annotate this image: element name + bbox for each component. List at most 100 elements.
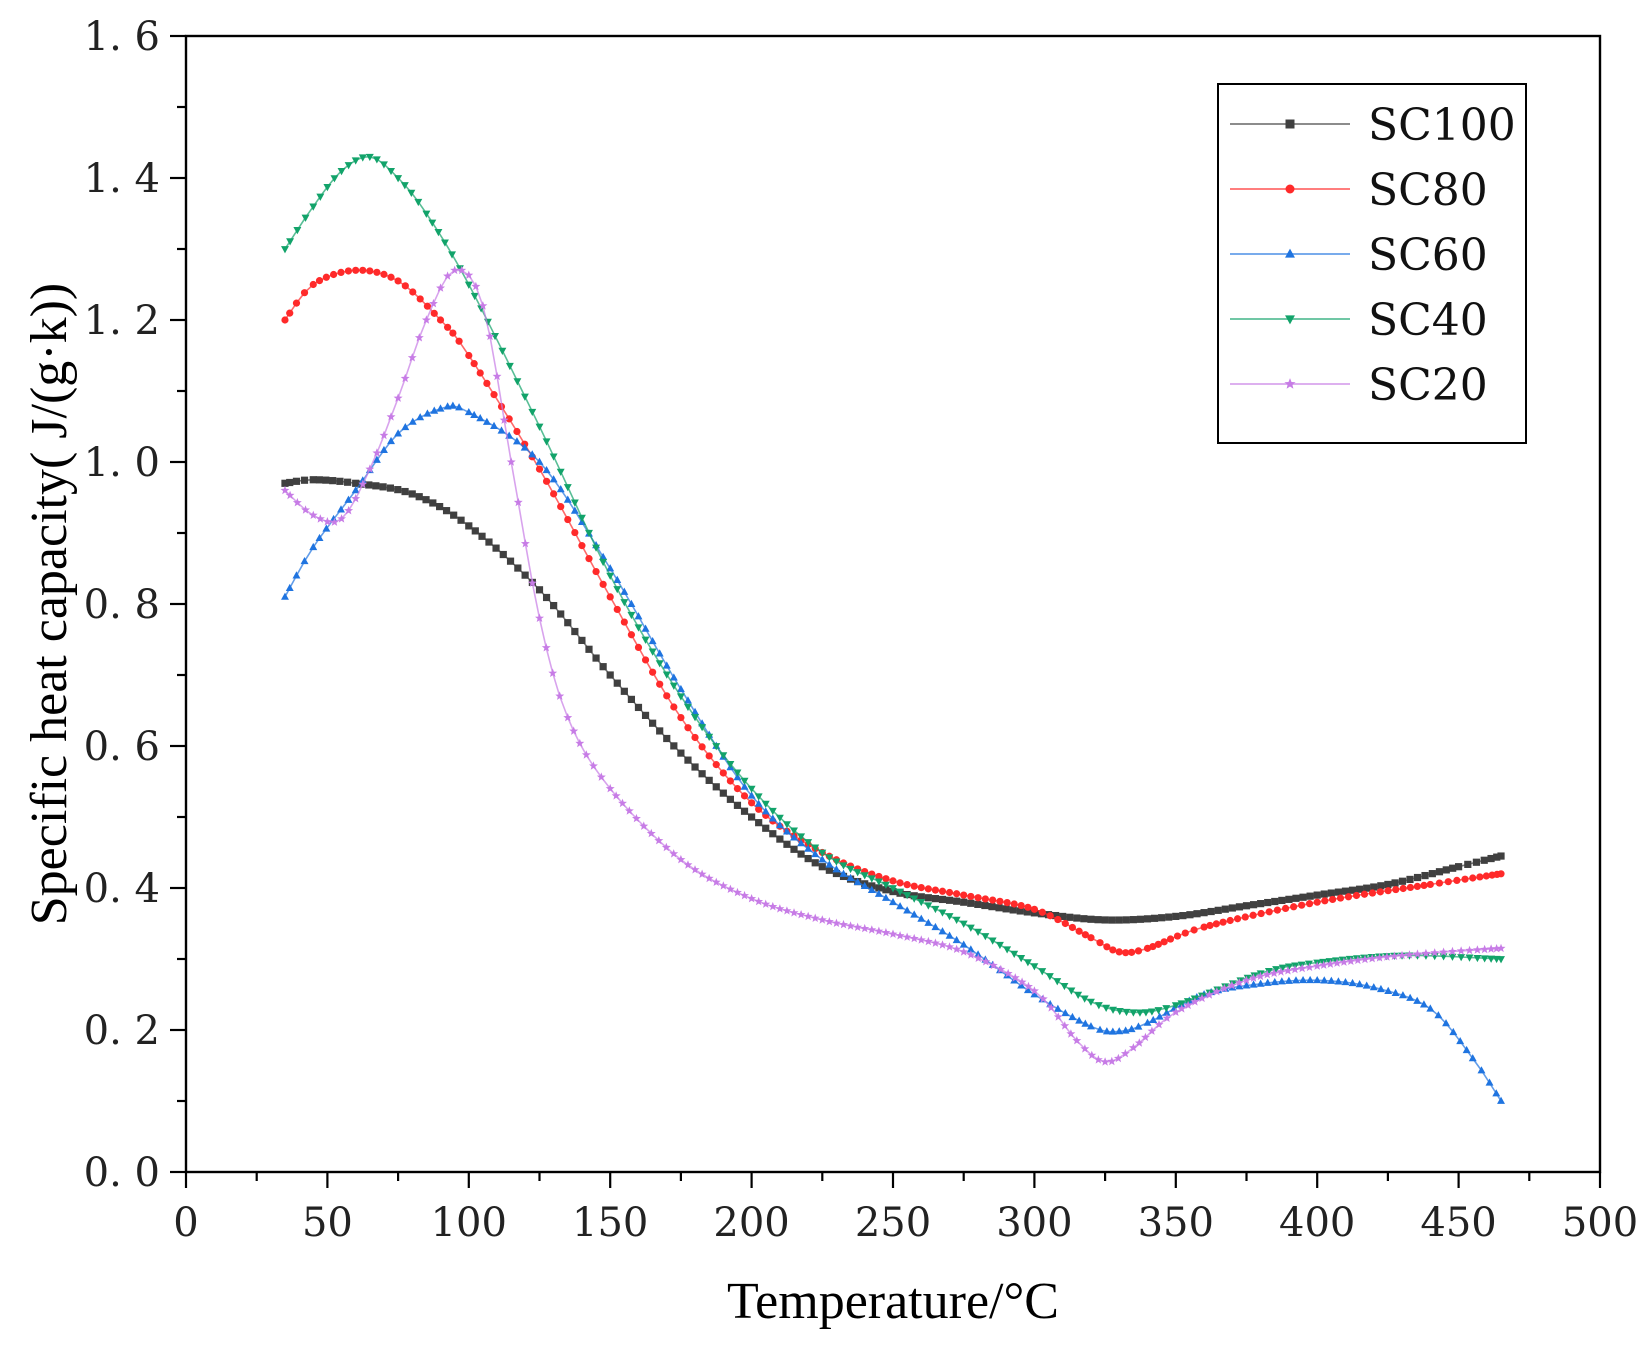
data-point xyxy=(938,940,947,949)
data-point xyxy=(811,849,820,858)
data-point xyxy=(1406,993,1415,1001)
data-point xyxy=(1249,911,1257,919)
data-point xyxy=(705,752,713,760)
data-point xyxy=(416,413,425,421)
data-point xyxy=(336,477,344,485)
data-point xyxy=(959,940,968,948)
data-point xyxy=(740,777,749,785)
data-point xyxy=(1256,971,1265,981)
data-point xyxy=(620,587,629,595)
data-point xyxy=(733,887,742,897)
data-point xyxy=(352,266,360,274)
data-point xyxy=(1442,866,1450,874)
data-point xyxy=(1249,901,1258,909)
data-point xyxy=(570,499,579,507)
data-point xyxy=(1075,1016,1084,1024)
data-point xyxy=(330,175,339,183)
data-point xyxy=(1087,934,1095,942)
data-point xyxy=(1010,973,1020,982)
data-point xyxy=(1353,955,1363,965)
data-point xyxy=(606,671,614,679)
data-point xyxy=(1399,884,1407,893)
data-point xyxy=(379,430,389,440)
data-point xyxy=(1017,977,1027,986)
data-point xyxy=(1162,1005,1171,1013)
data-point xyxy=(1235,903,1244,911)
data-point xyxy=(300,556,309,565)
data-point xyxy=(1177,1004,1187,1013)
data-point xyxy=(618,798,627,808)
data-point xyxy=(818,863,826,871)
data-point xyxy=(782,906,792,915)
data-point xyxy=(505,415,513,423)
data-point xyxy=(309,203,318,211)
data-point xyxy=(1456,946,1466,955)
data-point xyxy=(1171,1007,1181,1016)
data-point xyxy=(1299,975,1308,984)
data-point xyxy=(1257,909,1265,918)
y-tick-label: 0. 8 xyxy=(84,582,160,628)
data-point xyxy=(945,942,954,951)
data-point xyxy=(1264,898,1272,907)
data-point xyxy=(1492,944,1502,953)
data-point xyxy=(726,777,734,785)
data-point xyxy=(478,532,486,540)
data-point xyxy=(832,865,841,873)
legend-label: SC40 xyxy=(1368,295,1488,346)
data-point xyxy=(1003,898,1011,907)
data-point xyxy=(450,511,458,519)
data-point xyxy=(1413,949,1422,958)
data-point xyxy=(592,654,600,662)
data-point xyxy=(1115,1008,1124,1016)
data-point xyxy=(1103,943,1111,951)
data-point xyxy=(351,493,361,503)
data-point xyxy=(577,514,586,522)
data-point xyxy=(448,401,457,409)
data-point xyxy=(309,476,317,484)
data-point xyxy=(867,885,876,893)
data-point xyxy=(818,855,827,863)
data-point xyxy=(491,332,500,341)
data-point xyxy=(465,522,473,530)
x-tick-label: 500 xyxy=(1562,1200,1638,1246)
data-point xyxy=(874,926,884,935)
data-point xyxy=(542,465,551,474)
data-point xyxy=(931,922,940,931)
data-point xyxy=(1162,1008,1171,1016)
data-point xyxy=(513,378,522,386)
data-point xyxy=(1497,1096,1505,1104)
data-point xyxy=(1312,961,1322,970)
data-point xyxy=(1370,883,1378,891)
data-point xyxy=(1390,951,1399,960)
data-point xyxy=(698,724,707,732)
data-point xyxy=(945,888,954,897)
x-tick-label: 350 xyxy=(1138,1200,1214,1246)
data-point xyxy=(606,593,614,601)
data-point xyxy=(400,182,409,190)
data-point xyxy=(719,789,727,797)
data-point xyxy=(1186,911,1194,919)
data-point xyxy=(1278,964,1287,972)
data-point xyxy=(292,497,302,507)
data-point xyxy=(1391,988,1400,996)
data-point xyxy=(292,477,301,485)
data-point xyxy=(506,557,515,565)
data-point xyxy=(1297,963,1307,973)
data-point xyxy=(286,238,295,246)
data-point xyxy=(414,198,423,207)
data-point xyxy=(790,827,798,835)
data-point xyxy=(620,687,628,695)
data-point xyxy=(430,309,438,317)
data-point xyxy=(627,631,636,639)
data-point xyxy=(649,668,657,676)
data-point xyxy=(761,807,770,815)
legend-marker xyxy=(1285,248,1295,258)
data-point xyxy=(1263,978,1272,986)
data-point xyxy=(592,544,601,552)
data-point xyxy=(1155,1012,1164,1020)
data-point xyxy=(839,919,848,929)
data-point xyxy=(988,937,997,945)
data-point xyxy=(1128,1043,1138,1052)
data-point xyxy=(344,495,353,503)
data-point xyxy=(1346,956,1356,965)
